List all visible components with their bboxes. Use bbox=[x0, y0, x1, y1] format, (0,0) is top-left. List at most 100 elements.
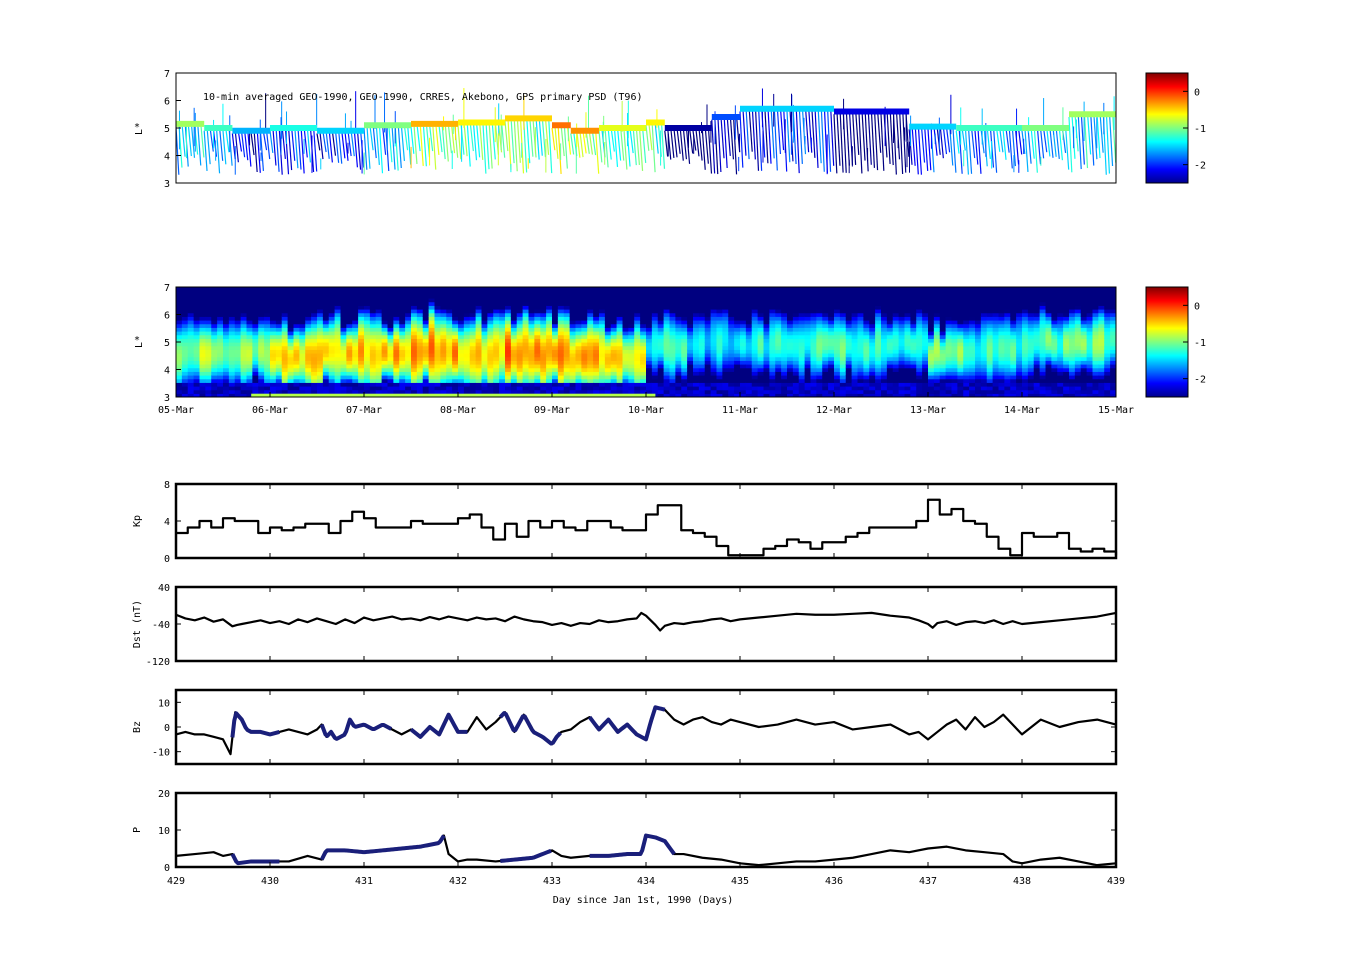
heat-cell bbox=[1010, 290, 1017, 295]
heat-cell bbox=[481, 378, 488, 383]
heat-cell bbox=[992, 367, 1000, 372]
heat-cell bbox=[816, 305, 823, 310]
heat-cell bbox=[475, 378, 483, 383]
heat-cell bbox=[892, 320, 900, 325]
heat-cell bbox=[640, 382, 647, 387]
heat-cell bbox=[886, 320, 894, 325]
heat-cell bbox=[311, 338, 318, 343]
sweep-16-15 bbox=[880, 114, 885, 171]
heat-cell bbox=[728, 320, 735, 325]
heat-cell bbox=[458, 301, 465, 306]
heat-cell bbox=[176, 323, 183, 328]
sweep-5-11 bbox=[397, 127, 402, 169]
heat-cell bbox=[651, 298, 659, 303]
heat-cell bbox=[763, 320, 770, 325]
heat-cell bbox=[176, 386, 183, 391]
heat-cell bbox=[593, 345, 600, 350]
heat-cell bbox=[1016, 342, 1023, 347]
heat-cell bbox=[657, 287, 665, 292]
heat-cell bbox=[569, 364, 577, 369]
heat-cell bbox=[463, 294, 471, 299]
heat-cell bbox=[405, 287, 412, 292]
heat-cell bbox=[634, 371, 641, 376]
heat-cell bbox=[469, 334, 477, 339]
heat-cell bbox=[528, 287, 535, 292]
heat-cell bbox=[405, 290, 412, 295]
heat-cell bbox=[593, 389, 600, 394]
heat-cell bbox=[446, 294, 453, 299]
heat-cell bbox=[563, 342, 571, 347]
heat-cell bbox=[775, 367, 782, 372]
heat-cell bbox=[734, 345, 741, 350]
heat-cell bbox=[781, 327, 788, 332]
heat-cell bbox=[980, 393, 988, 397]
heat-cell bbox=[458, 378, 465, 383]
heat-cell bbox=[205, 327, 212, 332]
heat-cell bbox=[299, 327, 306, 332]
heat-cell bbox=[675, 349, 682, 354]
heat-cell bbox=[875, 393, 882, 397]
heat-cell bbox=[252, 364, 259, 369]
heat-cell bbox=[969, 367, 976, 372]
heat-cell bbox=[1063, 386, 1070, 391]
heat-cell bbox=[663, 309, 671, 314]
heat-cell bbox=[393, 316, 400, 321]
heat-cell bbox=[293, 320, 300, 325]
heat-cell bbox=[834, 331, 841, 336]
heat-cell bbox=[816, 382, 823, 387]
heat-cell bbox=[616, 356, 624, 361]
heat-cell bbox=[969, 301, 976, 306]
heat-cell bbox=[804, 371, 812, 376]
heat-cell bbox=[646, 360, 653, 365]
heat-cell bbox=[575, 378, 582, 383]
sweep-20-0 bbox=[1068, 116, 1073, 173]
heat-cell bbox=[258, 360, 265, 365]
heat-cell bbox=[787, 331, 794, 336]
heat-cell bbox=[722, 309, 729, 314]
heat-cell bbox=[669, 287, 676, 292]
heat-cell bbox=[728, 375, 735, 380]
heat-cell bbox=[458, 298, 465, 303]
heat-cell bbox=[381, 360, 389, 365]
sweep-8-0 bbox=[504, 121, 509, 152]
heat-cell bbox=[358, 294, 365, 299]
heat-cell bbox=[616, 316, 624, 321]
heat-cell bbox=[975, 338, 982, 343]
heat-cell bbox=[839, 367, 847, 372]
heat-cell bbox=[663, 342, 671, 347]
heat-cell bbox=[228, 287, 236, 292]
heat-cell bbox=[364, 309, 371, 314]
heat-cell bbox=[886, 301, 894, 306]
heat-cell bbox=[352, 345, 359, 350]
heat-cell bbox=[740, 334, 747, 339]
heat-cell bbox=[698, 342, 706, 347]
heat-cell bbox=[845, 375, 853, 380]
heat-cell bbox=[540, 301, 547, 306]
heat-cell bbox=[939, 312, 947, 317]
heat-cell bbox=[593, 342, 600, 347]
heat-cell bbox=[604, 360, 612, 365]
heat-cell bbox=[252, 378, 259, 383]
heat-cell bbox=[669, 389, 676, 394]
heat-cell bbox=[904, 375, 911, 380]
heat-cell bbox=[1033, 290, 1041, 295]
heat-cell bbox=[352, 382, 359, 387]
heat-cell bbox=[528, 356, 535, 361]
heat-cell bbox=[957, 371, 964, 376]
heat-cell bbox=[1016, 316, 1023, 321]
heat-cell bbox=[387, 327, 394, 332]
heat-cell bbox=[540, 294, 547, 299]
heat-cell bbox=[922, 360, 929, 365]
heat-cell bbox=[1057, 334, 1064, 339]
heat-cell bbox=[317, 342, 324, 347]
heat-cell bbox=[546, 298, 553, 303]
heat-cell bbox=[881, 294, 888, 299]
heat-cell bbox=[986, 312, 994, 317]
heat-cell bbox=[916, 367, 923, 372]
heat-cell bbox=[546, 294, 553, 299]
heat-cell bbox=[270, 301, 277, 306]
heat-cell bbox=[593, 301, 600, 306]
heat-cell bbox=[381, 367, 389, 372]
heat-cell bbox=[951, 294, 958, 299]
heat-cell bbox=[634, 320, 641, 325]
